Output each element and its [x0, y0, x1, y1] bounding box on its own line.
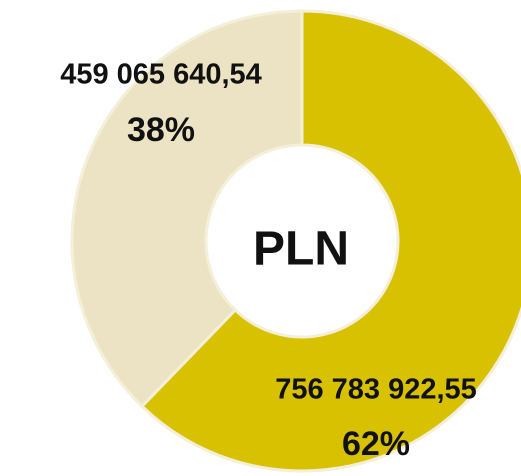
percent-label: 62% — [342, 425, 410, 463]
slices — [70, 9, 521, 473]
slice — [70, 9, 304, 409]
center-label: PLN — [253, 223, 349, 276]
percent-label: 38% — [127, 111, 195, 149]
value-label: 756 783 922,55 — [275, 374, 477, 406]
slice — [139, 9, 521, 473]
value-label: 459 065 640,54 — [60, 59, 262, 91]
